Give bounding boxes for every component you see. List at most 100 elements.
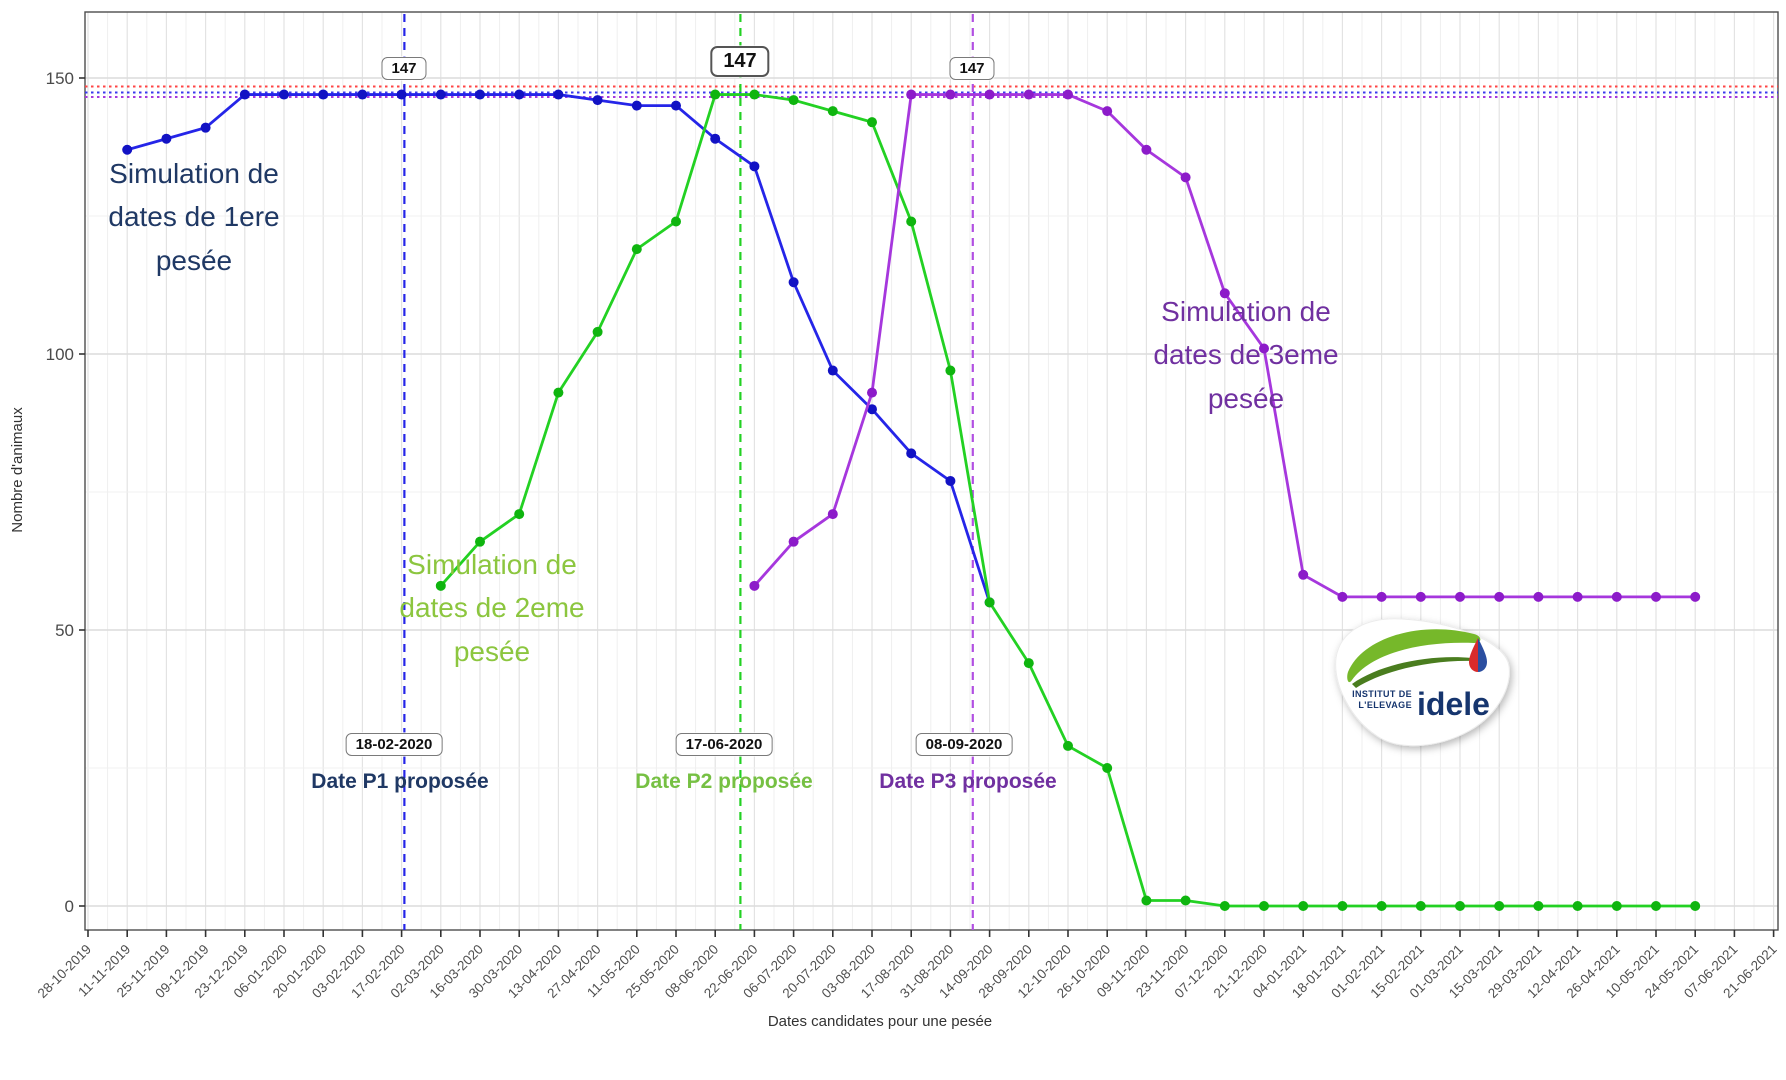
series-point [945,475,956,486]
y-axis-title: Nombre d'animaux [9,407,26,533]
series-point [710,89,721,100]
series-point [1415,901,1426,911]
date-badge-p2: 17-06-2020 [675,733,773,756]
series-point [239,89,250,100]
series-point [514,89,525,100]
y-tick-label: 100 [46,345,74,364]
series-point [1259,343,1269,354]
series-point [1298,901,1309,911]
series-point [1141,144,1152,155]
series-point [1651,901,1661,911]
series-point [710,133,721,144]
series-point [671,100,681,111]
series-point [1415,591,1426,602]
series-point [553,387,564,398]
logo-brand: idele [1417,686,1490,722]
series-point [1063,740,1073,751]
series-point [435,89,446,100]
series-point [1376,591,1387,602]
series-point [357,89,368,100]
series-point [1180,172,1191,183]
series-point [1690,901,1701,911]
series-point [671,216,681,227]
series-point [1572,591,1583,602]
series-point [592,95,603,106]
series-point [1533,901,1544,911]
series-point [1102,763,1113,773]
series-point [1494,591,1505,602]
series-point [1494,901,1505,911]
max-badge-p2: 147 [710,46,770,77]
series-point [1572,901,1583,911]
y-tick-label: 50 [55,621,74,640]
series-point [1298,569,1309,580]
series-point [318,89,329,100]
series-point [435,580,446,591]
series-point [827,365,838,376]
label-date-p2: Date P2 proposée [635,770,813,793]
series-point [475,89,485,100]
series-point [514,509,525,520]
series-point [984,89,995,100]
series-point [161,133,172,144]
series-point [788,277,799,288]
series-point [945,89,956,100]
label-date-p3: Date P3 proposée [879,770,1057,793]
series-point [1063,89,1073,100]
series-point [1337,591,1348,602]
series-point [1102,106,1113,117]
plot-panel-border [84,11,1779,931]
series-point [788,536,799,547]
annotation-2eme-pesee: Simulation de dates de 2eme pesée [399,549,585,667]
series-point [1023,89,1034,100]
series-point [1533,591,1544,602]
series-point [1376,901,1387,911]
series-point [396,89,407,100]
series-point [827,509,838,520]
idele-logo: INSTITUT DE L'ELEVAGE idele [1335,618,1510,747]
series-point [788,95,799,106]
series-point [867,117,877,128]
max-badge-p3: 147 [949,57,995,80]
annotation-1ere-pesee: Simulation de dates de 1ere pesée [108,158,280,276]
series-point [1141,895,1152,906]
x-axis-title: Dates candidates pour une pesée [768,1013,992,1030]
series-point [1611,901,1622,911]
logo-leaf-icon [1347,629,1481,688]
series-point [1219,901,1230,911]
series-point [1455,591,1465,602]
logo-org-line1: INSTITUT DE [1352,689,1412,699]
series-point [906,216,917,227]
series-point [906,448,917,459]
series-point [553,89,564,100]
series-point [592,326,603,337]
series-point [631,244,642,255]
y-tick-label: 150 [46,69,74,88]
series-point [475,536,485,547]
series-point [945,365,956,376]
label-date-p1: Date P1 proposée [311,770,489,793]
series-point [984,597,995,608]
annotation-3eme-pesee: Simulation de dates de 3eme pesée [1153,296,1339,414]
series-point [1690,591,1701,602]
series-point [631,100,642,111]
series-point [1180,895,1191,906]
y-tick-label: 0 [65,897,74,916]
series-point [279,89,289,100]
series-point [749,89,760,100]
series-point [749,580,760,591]
series-point [749,161,760,172]
series-point [200,122,211,133]
series-point [1023,658,1034,669]
series-point [827,106,838,117]
date-badge-p1: 18-02-2020 [345,733,443,756]
series-point [1259,901,1269,911]
logo-drop-icon [1469,638,1487,672]
date-badge-p3: 08-09-2020 [915,733,1013,756]
series-point [122,144,133,155]
max-badge-p1: 147 [381,57,427,80]
series-point [1611,591,1622,602]
series-point [1337,901,1348,911]
